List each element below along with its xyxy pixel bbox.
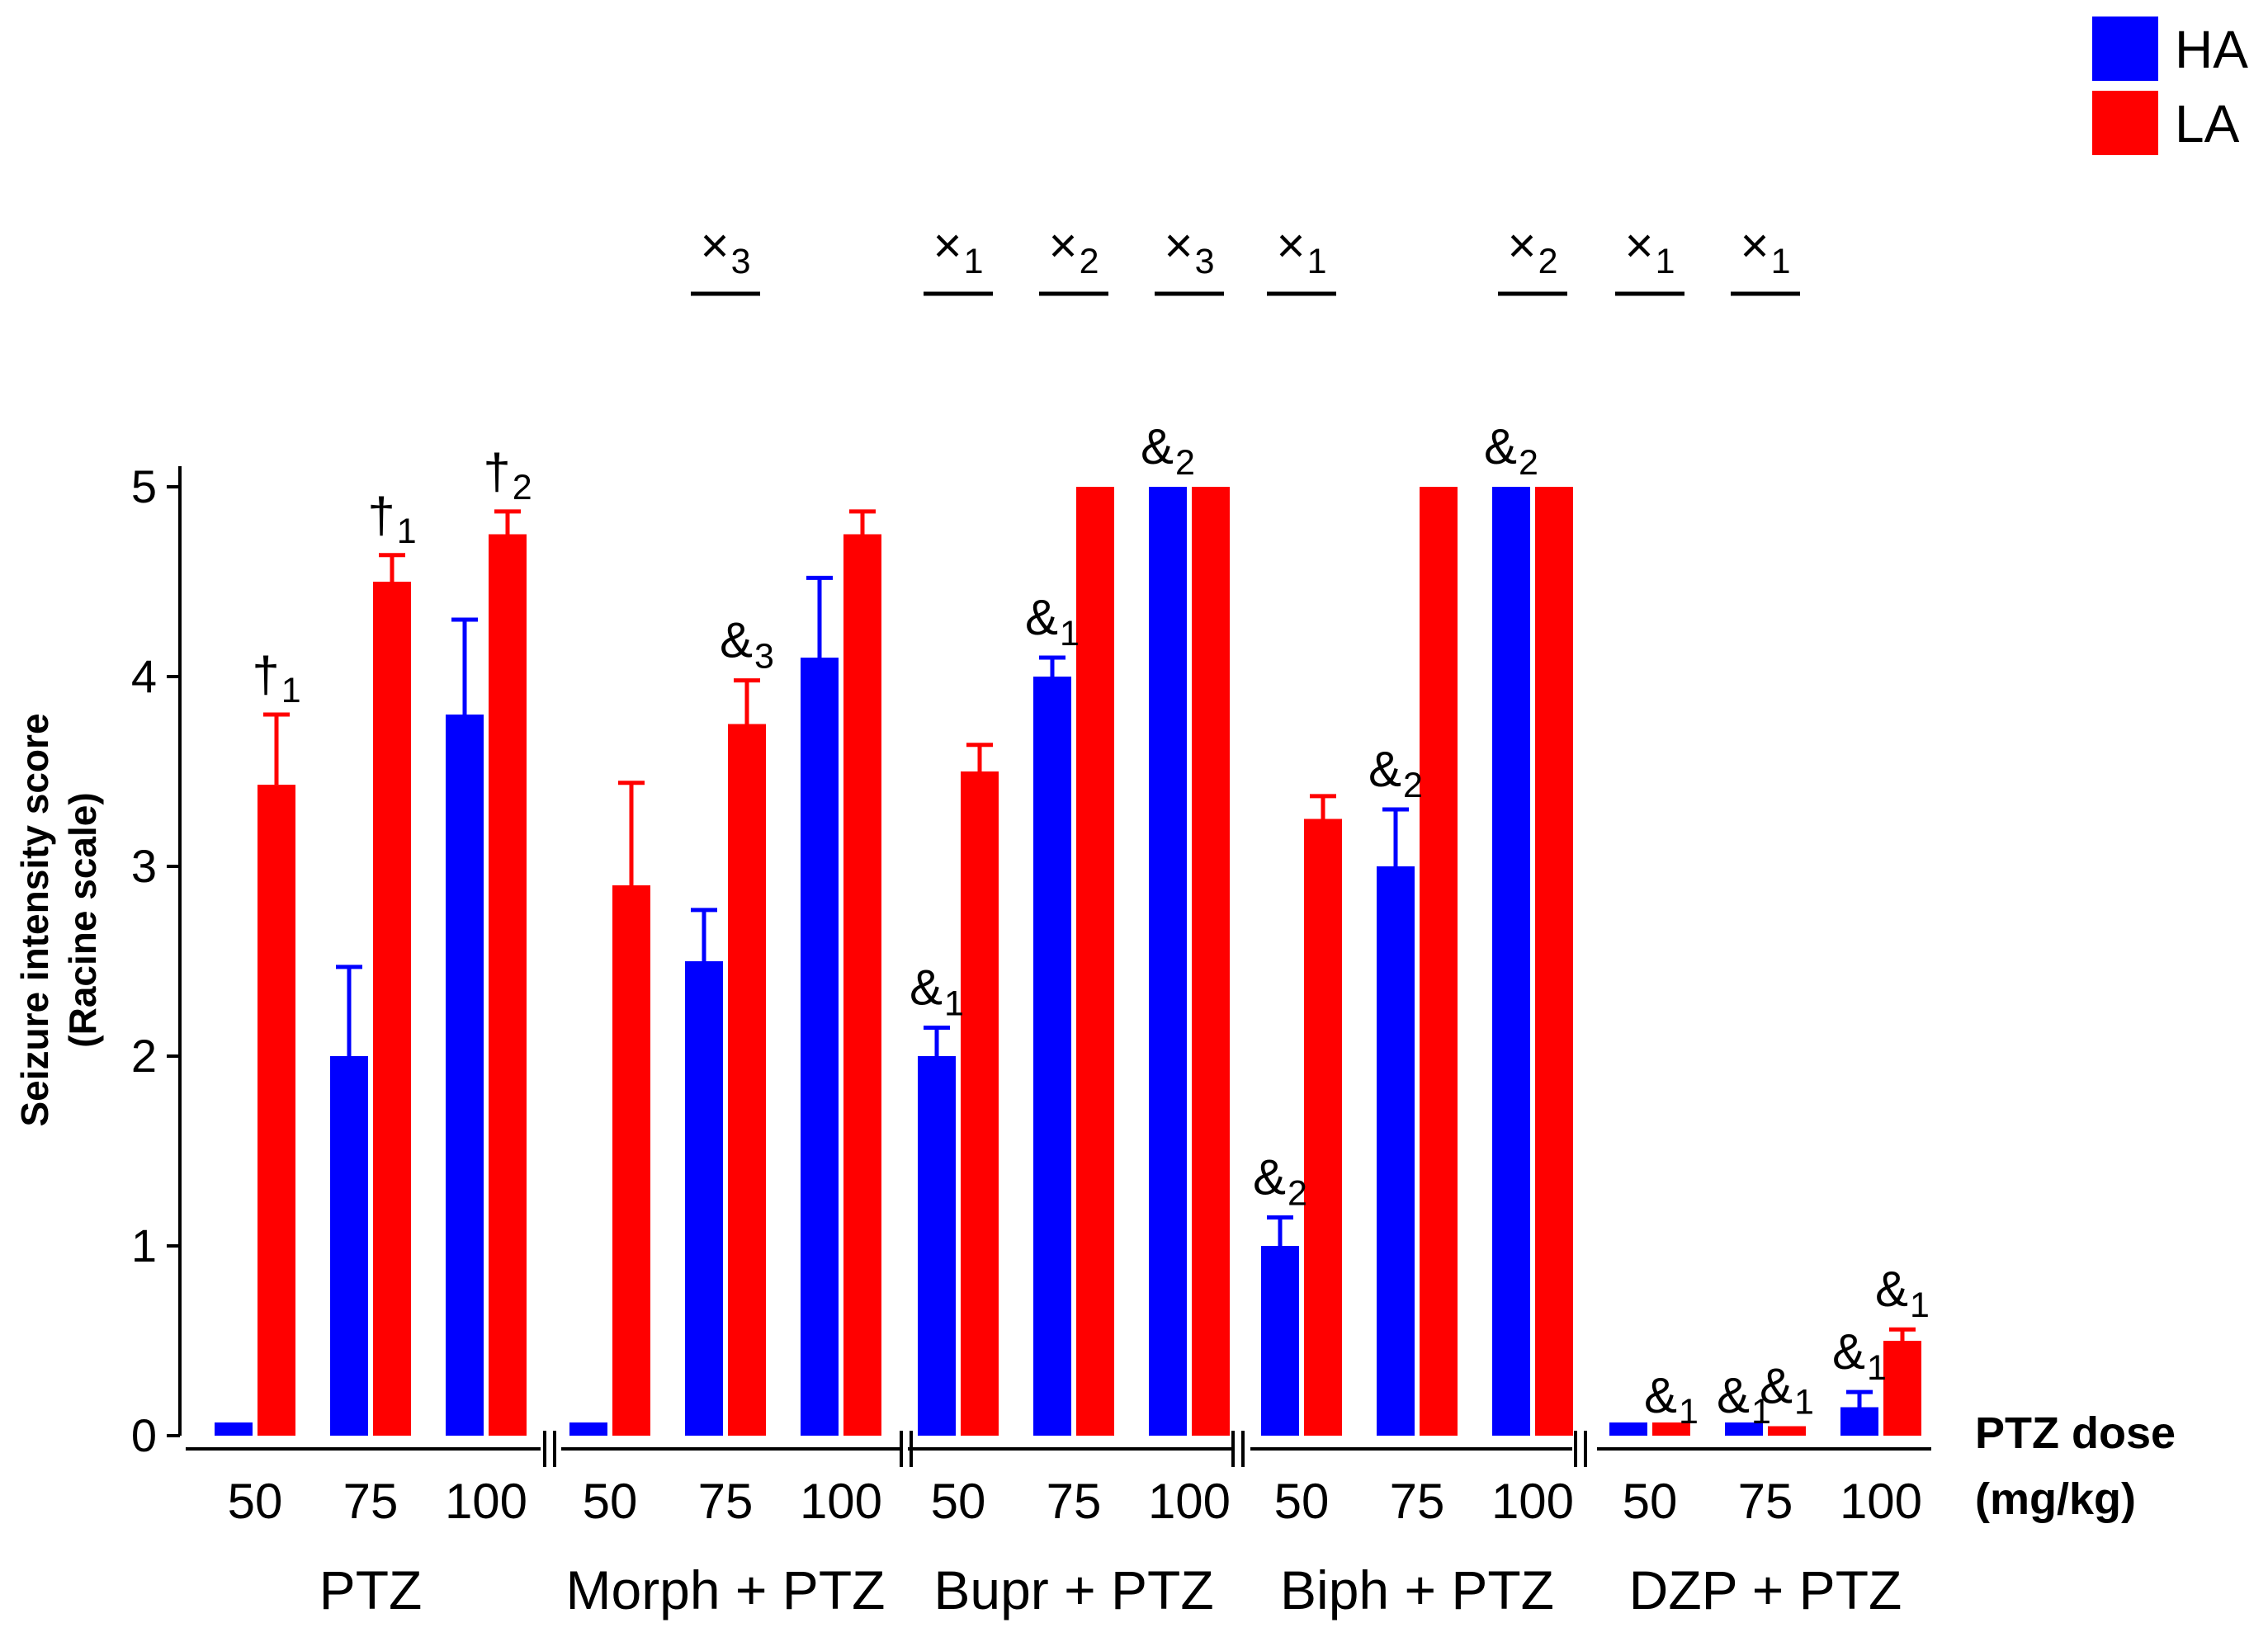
y-tick-label: 5	[131, 460, 157, 512]
bar-la	[1192, 487, 1230, 1436]
y-tick-label: 4	[131, 650, 157, 702]
bar-ha	[330, 1056, 368, 1436]
dose-tick-label: 75	[1047, 1474, 1102, 1529]
comparison-annotation: ×1	[933, 218, 984, 281]
bar-ha	[1149, 487, 1187, 1436]
legend-label-la: LA	[2175, 94, 2240, 153]
dose-tick-label: 75	[698, 1474, 754, 1529]
significance-annotation: &1	[1644, 1368, 1699, 1432]
bar-la	[1535, 487, 1573, 1436]
significance-annotation: &2	[1141, 419, 1195, 483]
dose-tick-label: 100	[800, 1474, 882, 1529]
bar-ha	[569, 1422, 607, 1436]
x-axis-label-line1: PTZ dose	[1975, 1408, 2176, 1458]
dose-tick-label: 100	[1148, 1474, 1231, 1529]
group-label: Morph + PTZ	[566, 1559, 886, 1620]
bar-ha	[446, 715, 484, 1436]
dose-tick-label: 100	[1840, 1474, 1922, 1529]
dose-tick-label: 100	[1491, 1474, 1574, 1529]
bar-la	[1883, 1341, 1921, 1436]
significance-annotation: &2	[1253, 1150, 1307, 1214]
plot-area: 0 1 2 3 4 5 50 75 100 PTZ 50 75 100 Morph + PTZ 50 75 10…	[131, 218, 1931, 1620]
bar-ha	[801, 658, 839, 1436]
dose-tick-label: 50	[1274, 1474, 1330, 1529]
bar-la	[1652, 1422, 1690, 1436]
bar-ha	[1840, 1407, 1878, 1436]
significance-annotation: &1	[1832, 1324, 1887, 1388]
significance-annotation: &1	[1760, 1359, 1814, 1422]
y-tick-label: 1	[131, 1219, 157, 1271]
significance-annotation: &1	[910, 960, 964, 1024]
significance-annotation: †1	[367, 488, 416, 551]
bar-la	[612, 885, 650, 1436]
comparison-annotation: ×1	[1625, 218, 1675, 281]
bar-la	[728, 724, 766, 1436]
dose-tick-label: 75	[1738, 1474, 1793, 1529]
significance-annotation: &3	[720, 613, 774, 677]
significance-annotation: &1	[1875, 1262, 1930, 1325]
y-tick-label: 3	[131, 840, 157, 892]
bar-la	[1420, 487, 1458, 1436]
bar-la	[489, 534, 527, 1436]
bar-la	[1076, 487, 1114, 1436]
bar-ha	[1377, 866, 1415, 1436]
bar-la	[1304, 818, 1342, 1436]
bar-ha	[1261, 1246, 1299, 1436]
y-tick-label: 0	[131, 1409, 157, 1461]
y-tick-label: 2	[131, 1030, 157, 1082]
legend-swatch-la	[2092, 91, 2158, 155]
legend-swatch-ha	[2092, 17, 2158, 81]
bar-ha	[215, 1422, 253, 1436]
dose-tick-label: 50	[583, 1474, 638, 1529]
dose-tick-label: 50	[1623, 1474, 1678, 1529]
group-label: Bupr + PTZ	[933, 1559, 1213, 1620]
bar-la	[961, 771, 999, 1436]
bar-la	[1768, 1426, 1806, 1436]
comparison-annotation: ×1	[1277, 218, 1327, 281]
dose-tick-label: 75	[1390, 1474, 1445, 1529]
dose-tick-label: 50	[228, 1474, 283, 1529]
comparison-annotation: ×3	[1165, 218, 1215, 281]
bar-ha	[1492, 487, 1530, 1436]
bar-la	[373, 582, 411, 1436]
dose-tick-label: 50	[931, 1474, 986, 1529]
dose-tick-label: 100	[445, 1474, 527, 1529]
bar-ha	[685, 961, 723, 1436]
legend: HA LA	[2092, 17, 2248, 155]
y-axis-label-line2: (Racine scale)	[61, 792, 104, 1047]
bar-ha	[1033, 677, 1071, 1436]
bar-ha	[1609, 1422, 1647, 1436]
group-label: PTZ	[319, 1559, 423, 1620]
bar-la	[843, 534, 881, 1436]
significance-annotation: &1	[1717, 1368, 1771, 1432]
significance-annotation: †2	[483, 444, 532, 507]
y-axis-title: Seizure intensity score (Racine scale)	[13, 713, 104, 1126]
comparison-annotation: ×1	[1741, 218, 1791, 281]
bar-ha	[1725, 1422, 1763, 1436]
comparison-annotation: ×2	[1508, 218, 1558, 281]
comparison-annotation: ×3	[701, 218, 751, 281]
group-label: DZP + PTZ	[1629, 1559, 1902, 1620]
bar-la	[258, 785, 295, 1436]
y-axis-label-line1: Seizure intensity score	[13, 713, 56, 1126]
bar-ha	[918, 1056, 956, 1436]
significance-annotation: †1	[252, 647, 300, 710]
significance-annotation: &2	[1484, 419, 1538, 483]
significance-annotation: &2	[1368, 742, 1423, 805]
legend-label-ha: HA	[2175, 20, 2248, 79]
comparison-annotation: ×2	[1049, 218, 1099, 281]
dose-tick-label: 75	[343, 1474, 399, 1529]
x-axis-label-line2: (mg/kg)	[1975, 1474, 2136, 1524]
significance-annotation: &1	[1025, 590, 1080, 653]
group-label: Biph + PTZ	[1280, 1559, 1554, 1620]
